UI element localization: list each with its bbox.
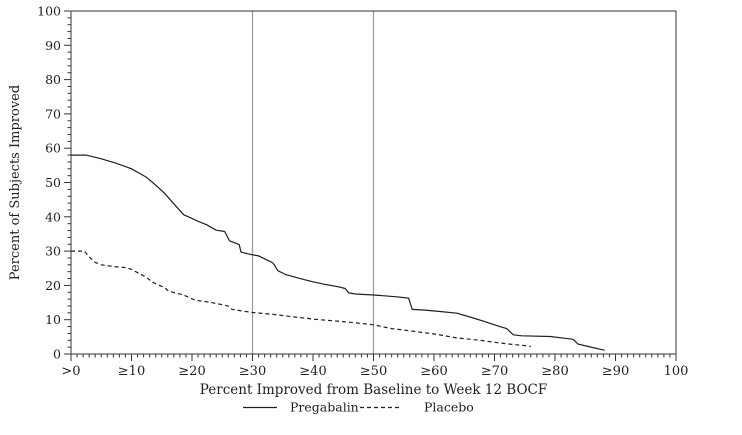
x-axis-title: Percent Improved from Baseline to Week 1…: [200, 382, 547, 398]
x-tick-label: ≥60: [420, 364, 447, 379]
x-tick-label: ≥90: [602, 364, 629, 379]
placebo-line: [71, 250, 531, 348]
y-tick-label: 30: [45, 244, 61, 259]
legend-item-pregabalin: Pregabalin: [243, 400, 359, 415]
y-tick-label: 80: [45, 72, 61, 87]
reference-lines: [251, 11, 375, 354]
y-tick-label: 90: [45, 38, 61, 53]
y-tick-label: 0: [53, 347, 61, 362]
y-tick-label: 60: [45, 141, 61, 156]
x-tick-label: >0: [61, 364, 80, 379]
x-tick-label: ≥10: [118, 364, 145, 379]
x-tick-label: ≥50: [360, 364, 387, 379]
y-axis: 0 10 20 30 40 50 60 70 80 90 100: [37, 4, 71, 362]
y-tick-label: 20: [45, 278, 61, 293]
x-tick-label: ≥30: [239, 364, 266, 379]
x-axis: >0 ≥10 ≥20 ≥30 ≥40 ≥50 ≥60 ≥70 ≥80 ≥90 100: [61, 354, 688, 379]
y-tick-label: 40: [45, 209, 61, 224]
y-axis-title: Percent of Subjects Improved: [8, 85, 23, 280]
y-tick-label: 50: [45, 175, 61, 190]
x-tick-label: ≥80: [541, 364, 568, 379]
y-tick-label: 70: [45, 106, 61, 121]
legend: Pregabalin Placebo: [243, 400, 474, 415]
legend-item-placebo: Placebo: [360, 400, 474, 415]
y-tick-label: 100: [37, 4, 61, 19]
x-tick-label: ≥20: [178, 364, 205, 379]
x-tick-label: ≥70: [481, 364, 508, 379]
x-tick-label: 100: [664, 364, 689, 379]
x-tick-label: ≥40: [299, 364, 326, 379]
y-tick-label: 10: [45, 312, 61, 327]
pregabalin-line: [71, 154, 605, 351]
legend-label: Placebo: [424, 400, 474, 415]
legend-label: Pregabalin: [290, 400, 359, 415]
